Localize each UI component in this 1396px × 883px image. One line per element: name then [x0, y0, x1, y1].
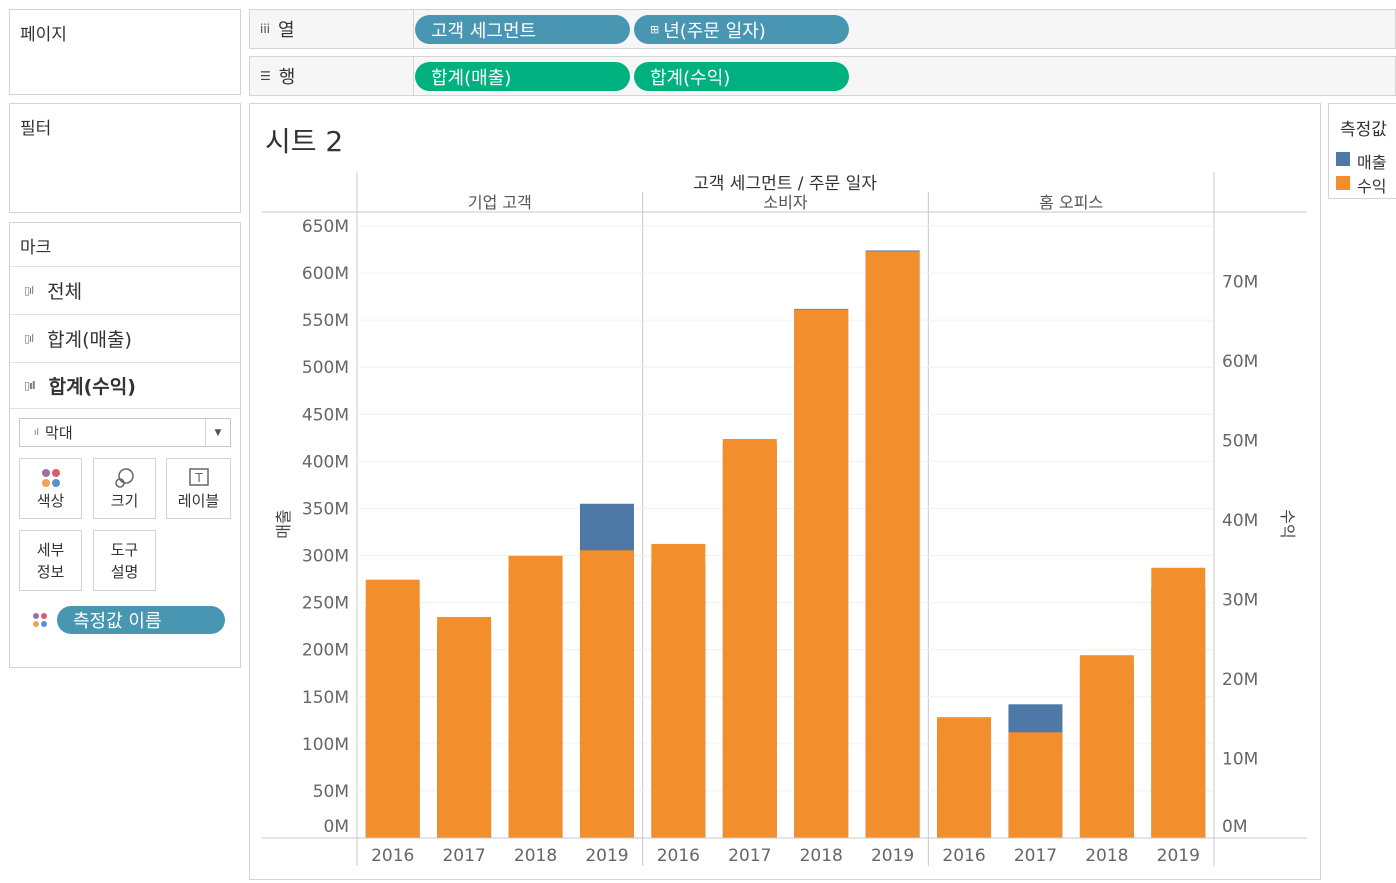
mark-type-dropdown[interactable]: ıl 막대 ▼: [19, 418, 231, 447]
label-card[interactable]: T 레이블: [166, 458, 231, 519]
year-pill[interactable]: ⊞ 년(주문 일자): [634, 15, 849, 44]
rows-icon: ☰: [260, 69, 271, 83]
pill-label: 년(주문 일자): [663, 20, 766, 42]
mark-row-label: 합계(매출): [47, 328, 132, 351]
legend-title: 측정값: [1340, 120, 1387, 140]
expand-icon[interactable]: ⊞: [650, 23, 660, 36]
marks-panel: 마크 ▯ıl 전체 ▯ıl 합계(매출) ▯ıl 합계(수익) ıl 막대 ▼ …: [9, 222, 241, 668]
measure-names-pill[interactable]: 측정값 이름: [57, 606, 225, 634]
bar-icon: ▯ıl: [24, 283, 34, 297]
bar-icon: ▯ıl: [24, 379, 36, 392]
mark-row-profit[interactable]: ▯ıl 합계(수익): [10, 362, 240, 409]
pill-label: 합계(수익): [650, 67, 731, 89]
shelf-label-text: 열: [278, 20, 295, 41]
mark-row-label: 전체: [47, 280, 83, 303]
bar-icon: ▯ıl: [24, 331, 34, 345]
mark-row-all[interactable]: ▯ıl 전체: [10, 266, 240, 313]
color-icon: [33, 613, 47, 627]
profit-pill[interactable]: 합계(수익): [634, 62, 849, 91]
legend-label-profit: 수익: [1357, 177, 1387, 196]
pill-label: 측정값 이름: [73, 611, 162, 632]
legend-swatch-sales: [1336, 152, 1350, 166]
mark-type-label: 막대: [45, 424, 73, 442]
columns-shelf-label: iii 열: [250, 10, 414, 48]
color-card[interactable]: 색상: [19, 458, 82, 519]
rows-shelf[interactable]: ☰ 행 합계(매출) 합계(수익): [249, 56, 1396, 96]
tooltip-card[interactable]: 도구 설명: [93, 530, 156, 591]
legend-panel[interactable]: 측정값 매출 수익: [1328, 103, 1396, 199]
pill-label: 고객 세그먼트: [431, 20, 537, 42]
sales-pill[interactable]: 합계(매출): [415, 62, 630, 91]
detail-card[interactable]: 세부 정보: [19, 530, 82, 591]
size-icon: [114, 467, 134, 488]
shelf-label-text: 행: [278, 67, 296, 88]
filters-panel[interactable]: 필터: [9, 103, 241, 213]
card-label: 크기: [110, 491, 139, 510]
svg-text:T: T: [194, 471, 203, 485]
worksheet-panel: 시트 2: [249, 103, 1321, 880]
legend-label-sales: 매출: [1357, 153, 1387, 172]
text-icon: T: [188, 467, 209, 486]
color-icon: [41, 468, 60, 487]
columns-icon: iii: [260, 22, 271, 36]
mark-row-label: 합계(수익): [48, 376, 136, 398]
card-label: 세부 정보: [36, 540, 65, 581]
pages-title: 페이지: [20, 25, 67, 45]
card-label: 색상: [36, 491, 65, 510]
marks-title: 마크: [20, 238, 52, 258]
size-card[interactable]: 크기: [93, 458, 156, 519]
mark-row-sales[interactable]: ▯ıl 합계(매출): [10, 314, 240, 361]
pages-panel[interactable]: 페이지: [9, 9, 241, 95]
card-label: 레이블: [177, 491, 220, 510]
card-label: 도구 설명: [110, 540, 139, 581]
chevron-down-icon: ▼: [205, 419, 230, 446]
segment-pill[interactable]: 고객 세그먼트: [415, 15, 630, 44]
bar-icon: ıl: [34, 427, 40, 438]
sheet-title: 시트 2: [265, 125, 344, 158]
pill-label: 합계(매출): [431, 67, 512, 89]
columns-shelf[interactable]: iii 열 고객 세그먼트 ⊞ 년(주문 일자): [249, 9, 1396, 49]
filters-title: 필터: [20, 119, 52, 139]
legend-swatch-profit: [1336, 176, 1350, 190]
rows-shelf-label: ☰ 행: [250, 57, 414, 95]
